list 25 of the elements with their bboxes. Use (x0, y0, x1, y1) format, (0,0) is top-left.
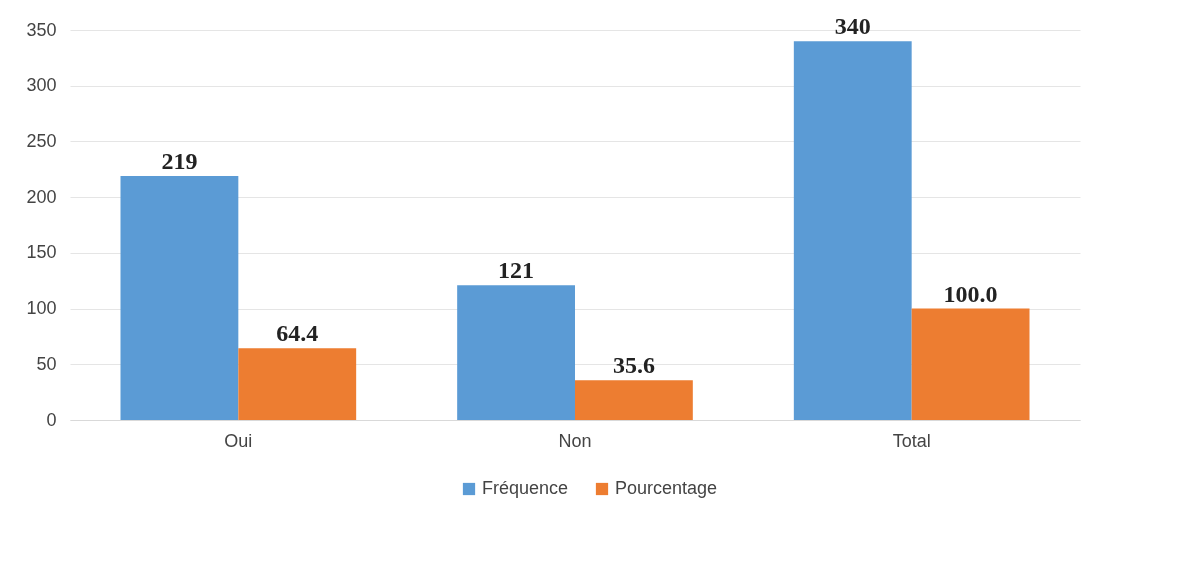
y-tick-label: 250 (26, 130, 57, 151)
data-label: 121 (498, 257, 535, 284)
bar (575, 380, 693, 420)
x-tick-label: Non (558, 430, 592, 451)
y-tick-label: 50 (36, 353, 57, 374)
legend-label: Pourcentage (615, 478, 718, 498)
x-tick-label: Total (892, 430, 931, 451)
bar (457, 285, 575, 420)
bar (793, 41, 912, 420)
y-tick-label: 0 (46, 409, 57, 430)
data-label: 219 (161, 147, 198, 174)
data-label: 64.4 (276, 320, 319, 347)
y-tick-label: 200 (26, 186, 57, 207)
y-tick-label: 100 (26, 298, 57, 319)
data-label: 100.0 (943, 280, 998, 307)
legend-label: Fréquence (482, 478, 569, 498)
y-tick-label: 300 (26, 75, 57, 96)
bar (120, 175, 239, 420)
bar (911, 308, 1030, 420)
data-label: 340 (834, 13, 871, 40)
data-label: 35.6 (612, 352, 655, 379)
x-tick-label: Oui (224, 430, 253, 451)
y-tick-label: 350 (26, 19, 57, 40)
bar (238, 348, 357, 420)
y-tick-label: 150 (26, 242, 57, 263)
